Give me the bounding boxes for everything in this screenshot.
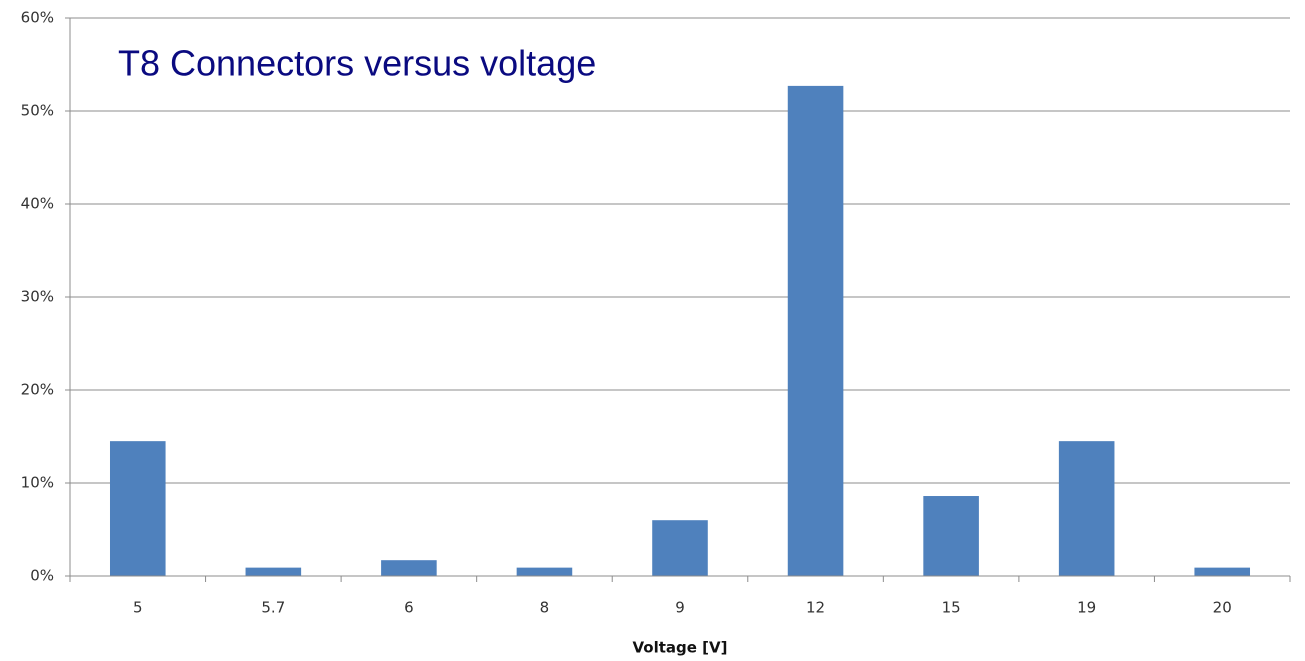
x-tick-label: 5.7 [261, 599, 285, 617]
x-tick-label: 12 [806, 599, 825, 617]
chart-title: T8 Connectors versus voltage [118, 43, 596, 84]
bar [1058, 441, 1115, 576]
bar [1194, 567, 1251, 576]
y-tick-label: 60% [21, 9, 54, 27]
x-tick-label: 6 [404, 599, 414, 617]
bar [516, 567, 573, 576]
x-tick-label: 20 [1213, 599, 1232, 617]
y-tick-label: 30% [21, 288, 54, 306]
y-tick-label: 40% [21, 195, 54, 213]
x-tick-label: 8 [540, 599, 550, 617]
y-tick-label: 0% [30, 567, 54, 585]
bar [923, 496, 979, 576]
bar [381, 560, 437, 576]
x-axis-label: Voltage [V] [633, 639, 728, 657]
y-tick-label: 20% [21, 381, 54, 399]
x-tick-label: 5 [133, 599, 143, 617]
y-tick-label: 10% [21, 474, 54, 492]
y-tick-label: 50% [21, 102, 54, 120]
x-tick-label: 19 [1077, 599, 1096, 617]
x-tick-label: 15 [942, 599, 961, 617]
bar [109, 441, 166, 576]
x-tick-label: 9 [675, 599, 685, 617]
bar [787, 85, 844, 576]
bar [652, 520, 708, 576]
bar [245, 567, 302, 576]
